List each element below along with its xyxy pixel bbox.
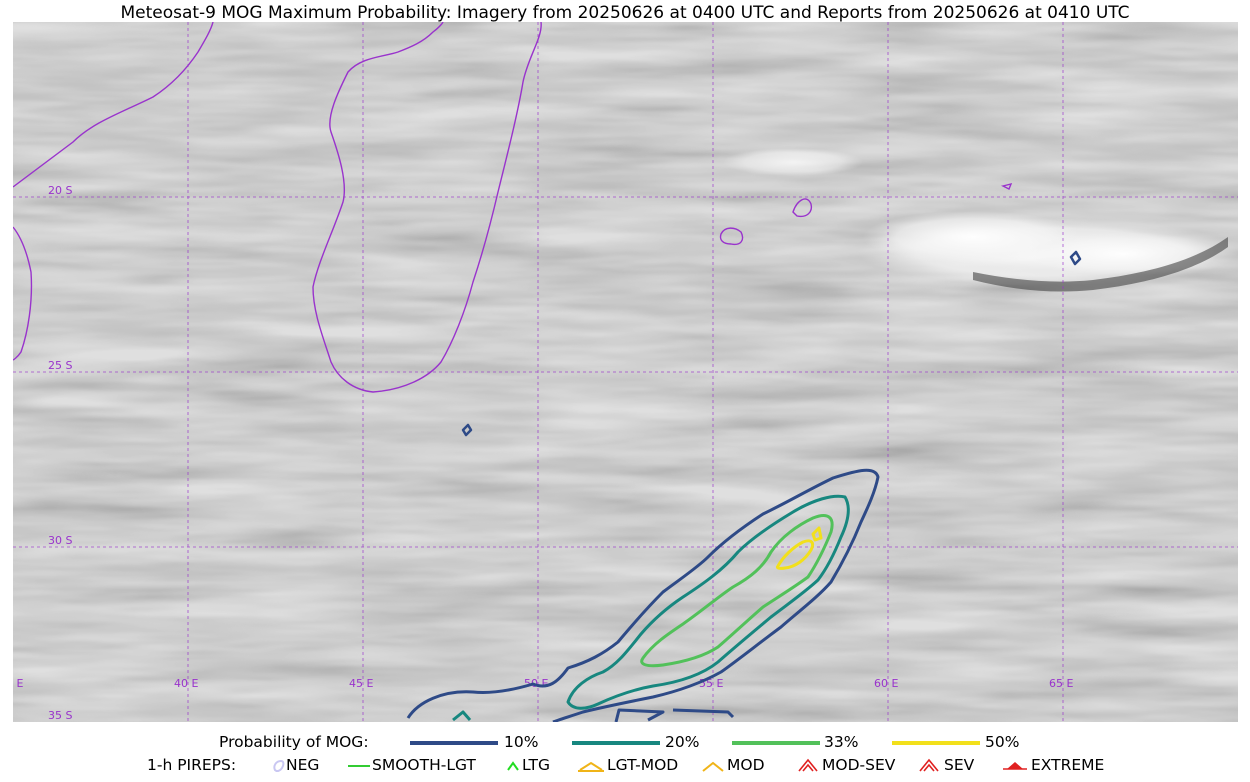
pireps-sev: SEV [944, 756, 975, 774]
contour-50pct [775, 539, 815, 570]
pireps-ltg: LTG [522, 756, 550, 774]
sev-icon [919, 758, 939, 772]
lat-label-35s: 35 S [48, 709, 72, 722]
contour-10pct-islet-b [1069, 250, 1082, 266]
mog-legend-label: Probability of MOG: [219, 733, 369, 751]
mog-legend-33pct: 33% [824, 733, 859, 751]
pireps-legend: 1-h PIREPS: NEG SMOOTH-LGT LTG LGT-MOD M… [0, 756, 1250, 776]
contour-10pct-b [614, 708, 665, 722]
lon-label-55e: 55 E [699, 677, 723, 690]
smooth-lgt-icon [348, 765, 370, 767]
pireps-extreme: EXTREME [1031, 756, 1105, 774]
swatch-10pct [410, 741, 498, 745]
mod-icon [702, 761, 724, 772]
contour-33pct [640, 514, 834, 668]
lat-label-25s: 25 S [48, 359, 72, 372]
mog-contours [406, 250, 1082, 722]
pireps-smooth-lgt: SMOOTH-LGT [372, 756, 476, 774]
pireps-lgt-mod: LGT-MOD [607, 756, 679, 774]
extreme-icon [1003, 762, 1027, 770]
mauritius-coastline [792, 198, 813, 218]
africa-coast-west [13, 226, 33, 361]
ltg-icon [507, 761, 519, 771]
mod-sev-icon [798, 758, 818, 772]
cloud-band [723, 148, 1238, 292]
swatch-50pct [892, 741, 980, 745]
contour-50pct-b [811, 526, 823, 542]
lon-label-45e: 45 E [349, 677, 373, 690]
mog-legend-50pct: 50% [985, 733, 1020, 751]
lat-label-20s: 20 S [48, 184, 72, 197]
lgt-mod-icon [578, 761, 604, 772]
lon-label-40e: 40 E [174, 677, 198, 690]
pireps-legend-label: 1-h PIREPS: [147, 756, 237, 774]
mog-legend: Probability of MOG: 10% 20% 33% 50% [0, 733, 1250, 753]
contour-20pct-b [452, 710, 472, 722]
mog-legend-10pct: 10% [504, 733, 539, 751]
mog-legend-20pct: 20% [665, 733, 700, 751]
lon-label-65e: 65 E [1049, 677, 1073, 690]
africa-coastline [13, 22, 214, 188]
lat-label-30s: 30 S [48, 534, 72, 547]
contour-10pct [406, 468, 880, 722]
pireps-mod-sev: MOD-SEV [822, 756, 896, 774]
contour-10pct-c [672, 708, 735, 719]
lon-label-60e: 60 E [874, 677, 898, 690]
contour-20pct [566, 494, 850, 710]
lon-label-35e: 35 E [13, 677, 23, 690]
swatch-20pct [572, 741, 660, 745]
pireps-mod: MOD [727, 756, 765, 774]
gridlines [13, 22, 1238, 722]
madagascar-coastline [312, 22, 542, 393]
map-title: Meteosat-9 MOG Maximum Probability: Imag… [120, 3, 1130, 23]
satellite-map: 20 S 25 S 30 S 35 S 35 E 40 E 45 E 50 E … [13, 22, 1238, 722]
coastlines [13, 22, 1013, 393]
pireps-neg: NEG [286, 756, 320, 774]
lon-label-50e: 50 E [524, 677, 548, 690]
swatch-33pct [732, 741, 820, 745]
contour-10pct-islet-a [461, 423, 473, 437]
reunion-coastline [719, 227, 744, 246]
neg-icon [273, 759, 285, 773]
rodrigues-coastline [1000, 182, 1013, 190]
